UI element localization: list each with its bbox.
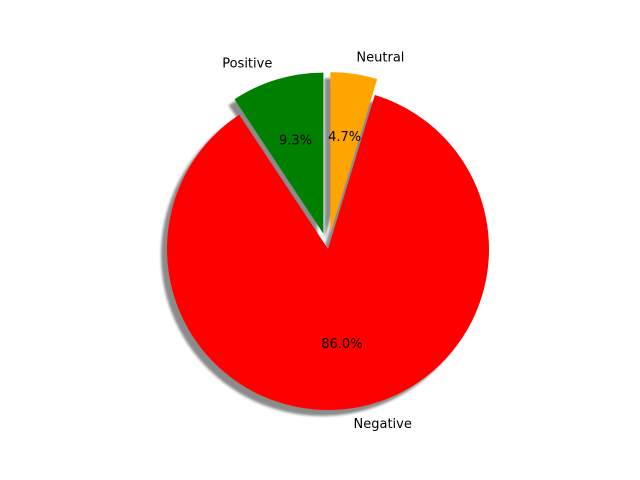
pie-slices bbox=[166, 72, 489, 410]
pct-label-negative: 86.0% bbox=[321, 337, 362, 352]
label-positive: Positive bbox=[222, 56, 272, 71]
slice-neutral bbox=[330, 72, 378, 234]
slice-negative bbox=[166, 94, 489, 410]
pct-label-positive: 9.3% bbox=[279, 134, 312, 149]
pie-labels: Positive 9.3% Negative 86.0% Neutral 4.7% bbox=[222, 50, 412, 431]
label-neutral: Neutral bbox=[356, 50, 404, 65]
label-negative: Negative bbox=[354, 417, 412, 432]
pct-label-neutral: 4.7% bbox=[328, 130, 361, 145]
slice-positive bbox=[234, 72, 324, 234]
